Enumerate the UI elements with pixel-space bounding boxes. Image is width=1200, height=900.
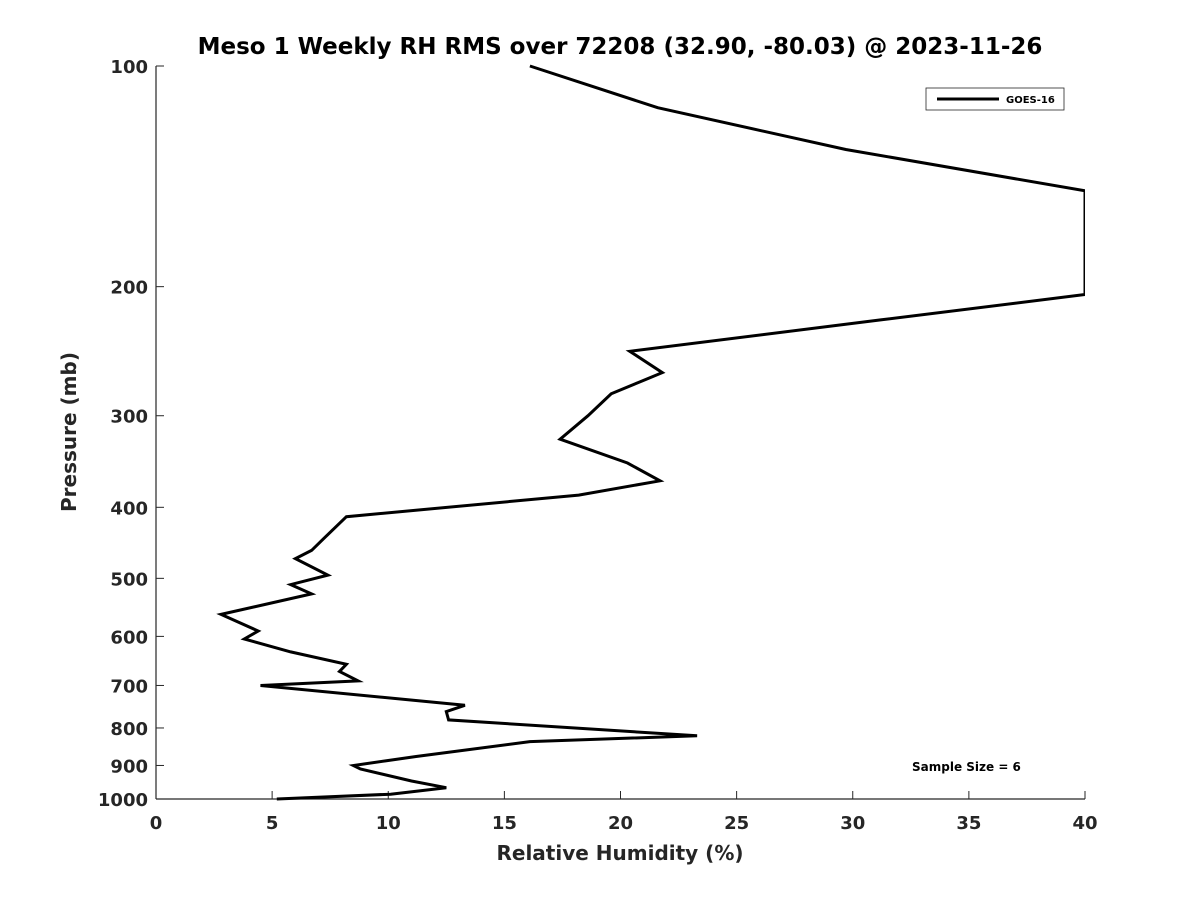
y-tick-label: 600 [110, 627, 148, 648]
x-tick-label: 0 [150, 813, 163, 834]
y-tick-label: 700 [110, 676, 148, 697]
x-tick-label: 35 [956, 813, 981, 834]
chart-title: Meso 1 Weekly RH RMS over 72208 (32.90, … [198, 34, 1043, 60]
x-tick-label: 40 [1072, 813, 1097, 834]
y-tick-label: 800 [110, 719, 148, 740]
series-group [216, 64, 1085, 801]
y-tick-label: 500 [110, 569, 148, 590]
y-tick-label: 900 [110, 756, 148, 777]
y-tick-label: 1000 [98, 790, 148, 811]
x-tick-label: 10 [376, 813, 401, 834]
series-line-goes-16 [216, 64, 1085, 801]
y-tick-label: 400 [110, 498, 148, 519]
y-tick-label: 100 [110, 57, 148, 78]
x-axis-label: Relative Humidity (%) [496, 841, 743, 865]
y-axis-ticks: 100 200 300 400 500 600 700 800 900 1000 [98, 57, 164, 811]
legend-label-goes-16: GOES-16 [1006, 95, 1055, 106]
x-tick-label: 30 [840, 813, 865, 834]
x-tick-label: 20 [608, 813, 633, 834]
y-axis-label: Pressure (mb) [57, 352, 81, 512]
x-tick-label: 25 [724, 813, 749, 834]
y-tick-label: 200 [110, 278, 148, 299]
x-tick-label: 15 [492, 813, 517, 834]
x-axis-ticks: 0 5 10 15 20 25 30 35 40 [150, 791, 1098, 834]
sample-size-annotation: Sample Size = 6 [912, 760, 1021, 774]
legend: GOES-16 [925, 87, 1065, 111]
y-tick-label: 300 [110, 407, 148, 428]
x-tick-label: 5 [266, 813, 279, 834]
